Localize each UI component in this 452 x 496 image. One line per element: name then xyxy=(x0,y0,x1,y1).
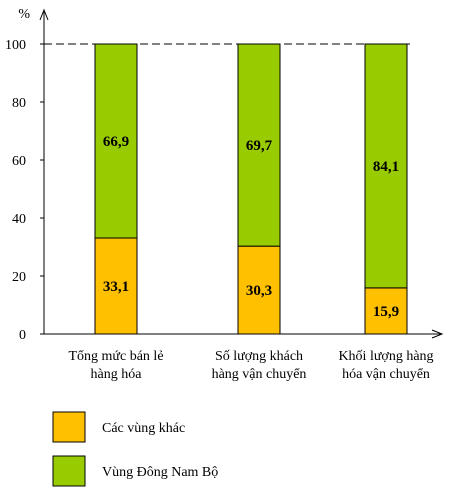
legend-swatch xyxy=(52,455,86,487)
chart-legend: Các vùng khác Vùng Đông Nam Bộ xyxy=(52,411,218,487)
y-tick-label: 60 xyxy=(12,154,26,169)
legend-label: Vùng Đông Nam Bộ xyxy=(102,465,218,480)
category-label: Số lượng khách xyxy=(215,349,303,364)
y-axis-arrow xyxy=(39,8,49,21)
bar-segment-southeast xyxy=(364,43,408,289)
value-label-other-regions: 30,3 xyxy=(246,283,272,299)
bar-segment-other-regions xyxy=(237,245,281,335)
legend-label: Các vùng khác xyxy=(102,421,185,436)
bar-segment-southeast xyxy=(94,43,138,239)
value-label-southeast: 69,7 xyxy=(246,138,273,154)
y-tick-label: 80 xyxy=(12,96,26,111)
y-tick-label: 40 xyxy=(12,212,26,227)
legend-swatch xyxy=(52,411,86,443)
x-axis-arrow xyxy=(431,329,444,339)
chart-labels: 33,1 66,9 Tổng mức bán lẻ hàng hóa 30,3 69,7 S… xyxy=(68,134,433,382)
value-label-southeast: 66,9 xyxy=(103,134,129,150)
y-tick-label: 100 xyxy=(5,38,26,53)
category-label: hàng vận chuyển xyxy=(212,367,307,382)
chart-bars xyxy=(94,43,408,335)
y-tick-label: 20 xyxy=(12,270,26,285)
value-label-other-regions: 33,1 xyxy=(103,279,129,295)
y-tick-label: 0 xyxy=(19,328,26,343)
category-label: Tổng mức bán lẻ xyxy=(68,349,163,364)
value-label-other-regions: 15,9 xyxy=(373,304,399,320)
bar-segment-other-regions xyxy=(364,287,408,335)
category-label: Khối lượng hàng xyxy=(338,349,433,364)
value-label-southeast: 84,1 xyxy=(373,159,399,175)
category-label: hóa vận chuyển xyxy=(342,367,430,382)
bar-segment-southeast xyxy=(237,43,281,247)
y-unit-label: % xyxy=(18,7,30,22)
category-label: hàng hóa xyxy=(91,367,143,382)
bar-segment-other-regions xyxy=(94,237,138,335)
